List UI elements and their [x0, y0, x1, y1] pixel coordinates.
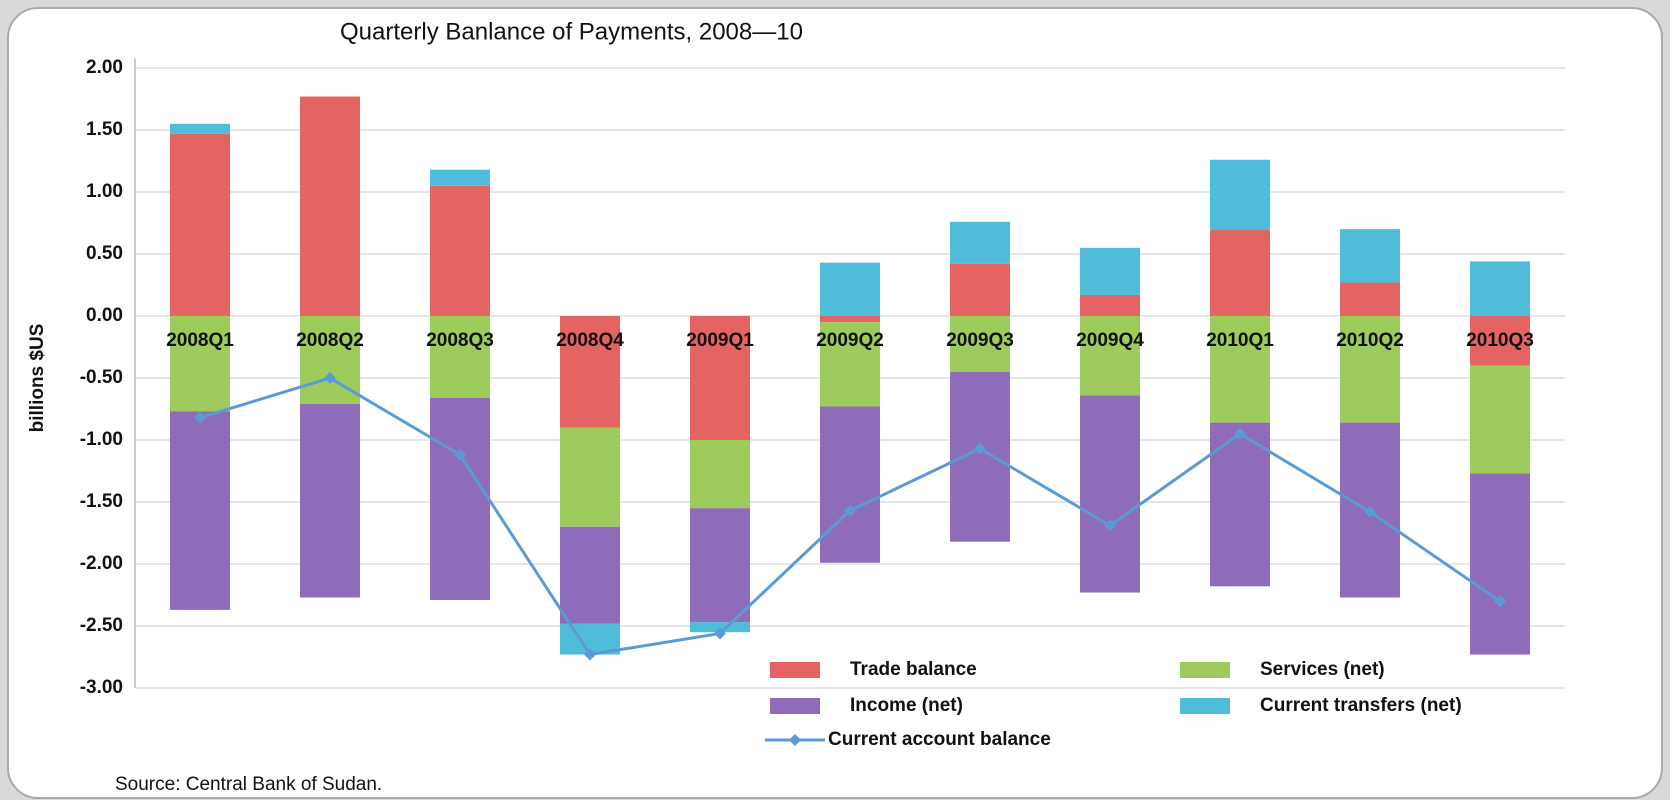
x-tick-label: 2009Q2 — [816, 330, 884, 351]
x-tick-label: 2010Q1 — [1206, 330, 1274, 351]
line-marker — [714, 627, 726, 640]
bar-segment — [690, 440, 750, 509]
y-tick-label: 0.50 — [86, 243, 123, 264]
bar-segment — [1210, 229, 1270, 316]
bar-segment — [300, 404, 360, 598]
line-marker — [1364, 505, 1376, 518]
bar-segment — [1080, 316, 1140, 396]
line-marker — [324, 372, 336, 384]
line-marker — [454, 448, 466, 461]
bar-segment — [950, 221, 1010, 264]
chart-title: Quarterly Banlance of Payments, 2008—10 — [340, 18, 803, 45]
bar-segment — [560, 427, 620, 527]
x-tick-label: 2008Q4 — [556, 330, 624, 351]
legend-label: Current account balance — [828, 729, 1051, 750]
line-marker — [1494, 595, 1506, 608]
legend-swatch — [770, 662, 820, 678]
y-tick-label: 2.00 — [86, 57, 123, 78]
bar-segment — [1470, 365, 1530, 474]
bar-segment — [430, 169, 490, 186]
bar-segment — [300, 96, 360, 317]
bar-segment — [430, 185, 490, 316]
legend-label: Current transfers (net) — [1260, 695, 1462, 716]
y-tick-label: -1.00 — [80, 429, 123, 450]
line-marker — [844, 504, 856, 517]
line-marker — [584, 648, 596, 661]
bar-segment — [560, 316, 620, 428]
x-tick-label: 2009Q4 — [1076, 330, 1144, 351]
y-tick-label: -1.50 — [80, 491, 123, 512]
bar-segment — [170, 123, 230, 134]
legend-swatch — [1180, 698, 1230, 714]
bar-segment — [1470, 261, 1530, 316]
y-tick-label: -2.50 — [80, 615, 123, 636]
y-tick-label: -3.00 — [80, 677, 123, 698]
y-tick-label: -0.50 — [80, 367, 123, 388]
x-tick-label: 2009Q3 — [946, 330, 1014, 351]
bar-segment — [950, 371, 1010, 542]
y-tick-label: 0.00 — [86, 305, 123, 326]
bar-segment — [1080, 294, 1140, 316]
bar-segment — [820, 322, 880, 407]
legend-swatch — [1180, 662, 1230, 678]
bar-segment — [1470, 316, 1530, 366]
bar-segment — [690, 622, 750, 633]
y-tick-label: -2.00 — [80, 553, 123, 574]
x-tick-label: 2008Q2 — [296, 330, 364, 351]
x-tick-label: 2010Q3 — [1466, 330, 1534, 351]
line-marker — [1104, 519, 1116, 532]
legend-label: Services (net) — [1260, 659, 1385, 680]
x-tick-label: 2009Q1 — [686, 330, 754, 351]
bar-segment — [690, 316, 750, 440]
bar-segment — [950, 316, 1010, 372]
bar-segment — [1210, 159, 1270, 230]
bar-segment — [1080, 395, 1140, 593]
bar-segment — [170, 133, 230, 316]
bar-segment — [1340, 316, 1400, 423]
y-axis-label: billions $US — [27, 324, 48, 433]
bar-segment — [1210, 316, 1270, 423]
bar-segment — [1470, 473, 1530, 655]
legend-marker — [789, 734, 801, 746]
bar-segment — [560, 526, 620, 624]
y-tick-label: 1.00 — [86, 181, 123, 202]
bar-segment — [820, 406, 880, 563]
y-tick-label: 1.50 — [86, 119, 123, 140]
bar-segment — [430, 316, 490, 398]
x-tick-label: 2008Q3 — [426, 330, 494, 351]
line-marker — [194, 411, 206, 424]
bar-segment — [1080, 247, 1140, 295]
bar-segment — [1340, 229, 1400, 283]
bar-segment — [950, 263, 1010, 316]
legend-label: Trade balance — [850, 659, 977, 680]
bar-segment — [430, 397, 490, 600]
bar-segment — [170, 411, 230, 610]
line-marker — [1234, 427, 1246, 440]
line-marker — [974, 442, 986, 455]
bar-segment — [820, 262, 880, 316]
bar-segment — [820, 316, 880, 323]
x-tick-label: 2010Q2 — [1336, 330, 1404, 351]
source: Source: Central Bank of Sudan. — [115, 774, 382, 795]
bar-segment — [690, 508, 750, 623]
bar-segment — [1340, 282, 1400, 316]
bar-segment — [1210, 422, 1270, 587]
bar-segment — [170, 316, 230, 412]
legend-swatch — [770, 698, 820, 714]
x-tick-label: 2008Q1 — [166, 330, 234, 351]
legend-label: Income (net) — [850, 695, 963, 716]
